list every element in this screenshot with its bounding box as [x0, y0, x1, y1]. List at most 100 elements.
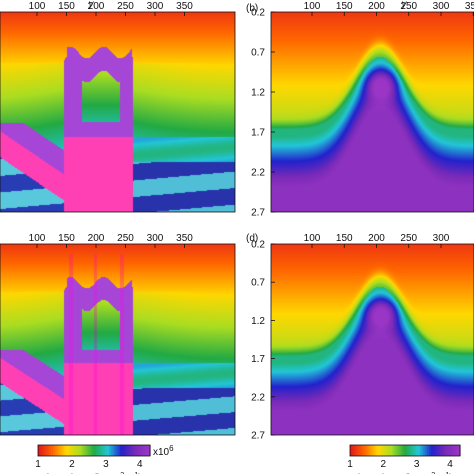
colorbar-swatch [90, 445, 93, 456]
x-tick-label: 350 [176, 1, 193, 12]
colorbar-tick-label: 4 [447, 459, 453, 470]
colorbar-swatch [62, 445, 65, 456]
panel-tag-b: (b) [246, 3, 258, 14]
colorbar-swatch [51, 445, 54, 456]
colorbar-swatch [118, 445, 121, 456]
y-tick-label: 1.7 [251, 354, 265, 365]
colorbar-swatch [423, 445, 426, 456]
colorbar-swatch [114, 445, 117, 456]
colorbar-swatch [384, 445, 388, 456]
colorbar-swatch [416, 445, 419, 456]
colorbar-swatch [383, 445, 386, 456]
colorbar-swatch [449, 445, 452, 456]
colorbar-swatch [412, 445, 415, 456]
x-tick-label: 200 [368, 233, 385, 244]
colorbar-swatch [368, 445, 371, 456]
x-tick-label: 250 [400, 233, 417, 244]
plot-frame [0, 243, 236, 436]
colorbar-swatch [353, 445, 357, 456]
x-tick-label: 100 [29, 1, 46, 12]
heatmap-image [271, 244, 474, 435]
plot-frame [270, 243, 474, 436]
colorbar-swatch [101, 445, 104, 456]
colorbar-swatch [425, 445, 428, 456]
x-tick-label: 250 [400, 1, 417, 12]
colorbar-swatch [395, 445, 399, 456]
colorbar-swatch [38, 445, 41, 456]
colorbar-swatch [127, 445, 131, 456]
colorbar-swatch [136, 445, 140, 456]
colorbar-swatch [414, 445, 417, 456]
colorbar-swatch [73, 445, 76, 456]
colorbar-swatch [148, 445, 151, 456]
colorbar-tick-label: 3 [414, 459, 420, 470]
heatmap-image [0, 12, 235, 212]
y-tick-label: 1.2 [251, 88, 265, 99]
colorbar-swatch [394, 445, 397, 456]
y-tick-label: 2.7 [251, 208, 265, 219]
colorbar-frame [349, 444, 461, 457]
colorbar-swatch [135, 445, 138, 456]
colorbar-tick-label: 2 [69, 459, 75, 470]
colorbar-swatch [123, 445, 127, 456]
colorbar-swatch [84, 445, 88, 456]
colorbar-swatch [110, 445, 114, 456]
colorbar-swatch [47, 445, 50, 456]
x-tick-label: 150 [336, 1, 353, 12]
colorbar-swatch [80, 445, 84, 456]
colorbar-swatch [350, 445, 353, 456]
colorbar-swatch [351, 445, 355, 456]
colorbar-swatch [386, 445, 390, 456]
colorbar-swatch [456, 445, 459, 456]
colorbar-swatch [370, 445, 373, 456]
colorbar-swatch [107, 445, 110, 456]
y-tick-label: 0.7 [251, 278, 265, 289]
colorbar-swatch [417, 445, 421, 456]
colorbar-swatch [403, 445, 406, 456]
x-tick-label: 300 [147, 233, 164, 244]
colorbar-tick-label: 3 [103, 459, 109, 470]
colorbar-swatch [432, 445, 435, 456]
y-tick-label: 0.2 [251, 8, 265, 19]
panel-d: 100 150 200 250 300 0.2 0.7 1.2 1.7 2.2 2.7 (d) [246, 233, 474, 442]
colorbar-swatch [366, 445, 369, 456]
colorbar-swatch [430, 445, 434, 456]
plot-frame [0, 11, 236, 213]
colorbar-swatch [392, 445, 395, 456]
colorbar-swatch [428, 445, 432, 456]
colorbar-tick-label: 4 [137, 459, 143, 470]
x-tick-label: 100 [304, 233, 321, 244]
colorbar-swatch [112, 445, 116, 456]
colorbar-swatch [408, 445, 412, 456]
colorbar-swatch [41, 445, 45, 456]
y-tick-label: 2.2 [251, 168, 265, 179]
colorbar-swatch [421, 445, 424, 456]
colorbar-swatch [362, 445, 366, 456]
colorbar-swatch [105, 445, 108, 456]
colorbar-swatch [388, 445, 391, 456]
colorbar-frame [37, 444, 151, 457]
colorbar-swatch [131, 445, 134, 456]
x-tick-label: 300 [433, 1, 450, 12]
colorbar-swatch [439, 445, 443, 456]
colorbar-swatch [434, 445, 437, 456]
colorbar-swatch [97, 445, 101, 456]
x-tick-label: 150 [58, 233, 75, 244]
colorbar-swatch [94, 445, 97, 456]
x-tick-label: 250 [117, 1, 134, 12]
colorbar-swatch [88, 445, 91, 456]
x-tick-label: 100 [29, 233, 46, 244]
colorbar-swatch [54, 445, 58, 456]
colorbar-swatch [77, 445, 80, 456]
y-tick-label: 0.7 [251, 48, 265, 59]
y-tick-label: 1.7 [251, 128, 265, 139]
colorbar-swatch [357, 445, 360, 456]
colorbar-swatch [144, 445, 147, 456]
colorbar-swatch [447, 445, 450, 456]
colorbar-swatch [133, 445, 136, 456]
colorbar-swatch [103, 445, 106, 456]
colorbar-swatch [140, 445, 144, 456]
colorbar-swatch [67, 445, 71, 456]
colorbar-swatch [86, 445, 89, 456]
colorbar-swatch [45, 445, 48, 456]
